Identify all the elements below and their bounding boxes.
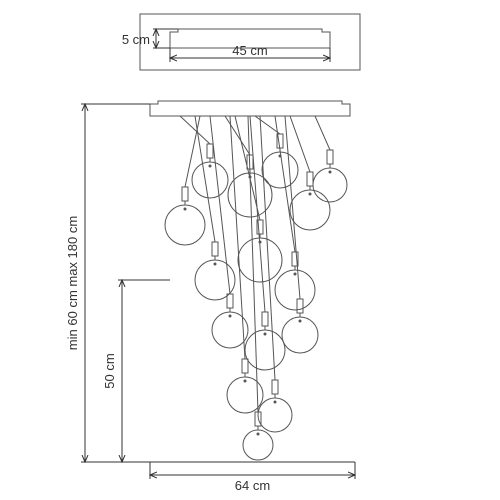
top-view-frame (140, 14, 360, 70)
pendant-7 (235, 116, 282, 282)
globe-8 (275, 270, 315, 310)
canopy-front (150, 101, 350, 116)
pendant-4 (290, 116, 330, 230)
pendant-1 (165, 116, 205, 245)
pendant-10 (245, 116, 285, 370)
pendant-5 (313, 116, 347, 202)
connector-11 (297, 299, 303, 313)
technical-drawing-svg: 45 cm 5 cm min 60 cm max 180 cm 50 cm 64 cm (0, 0, 500, 500)
globe-1 (165, 205, 205, 245)
connector-10 (262, 312, 268, 326)
globe-10 (245, 330, 285, 370)
label-overall-h: min 60 cm max 180 cm (65, 216, 80, 350)
label-5cm: 5 cm (122, 32, 150, 47)
pendant-0 (180, 116, 228, 198)
pendant-8 (275, 116, 315, 310)
connector-12 (242, 359, 248, 373)
connector-13 (272, 380, 278, 394)
connector-0 (207, 144, 213, 158)
pendant-11 (282, 116, 318, 353)
connector-4 (307, 172, 313, 186)
label-64cm: 64 cm (235, 478, 270, 493)
connector-1 (182, 187, 188, 201)
pendant-6 (195, 116, 235, 300)
globe-4 (290, 190, 330, 230)
pendant-13 (258, 116, 292, 432)
label-45cm: 45 cm (232, 43, 267, 58)
connector-9 (227, 294, 233, 308)
connector-5 (327, 150, 333, 164)
connector-6 (212, 242, 218, 256)
label-50cm: 50 cm (102, 353, 117, 388)
